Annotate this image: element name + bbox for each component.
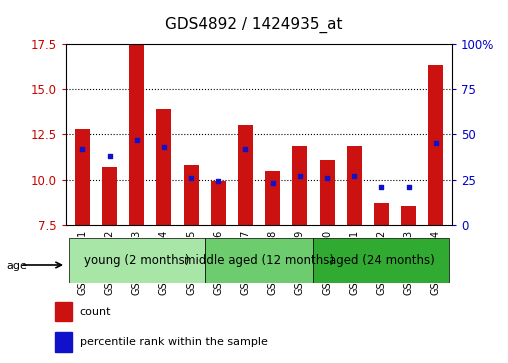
Point — [78, 146, 86, 152]
Text: middle aged (12 months): middle aged (12 months) — [184, 254, 334, 268]
Point — [160, 144, 168, 150]
Point — [133, 137, 141, 143]
Text: young (2 months): young (2 months) — [84, 254, 189, 268]
Point — [323, 175, 331, 181]
Bar — [55, 302, 72, 322]
Bar — [320, 160, 335, 225]
Bar — [102, 167, 117, 225]
Bar — [205, 238, 313, 283]
Point — [296, 173, 304, 179]
Point — [214, 179, 223, 184]
Bar — [183, 165, 199, 225]
Bar — [293, 146, 307, 225]
Bar — [211, 180, 226, 225]
Bar — [156, 109, 171, 225]
Point — [187, 175, 195, 181]
Bar — [401, 206, 416, 225]
Text: aged (24 months): aged (24 months) — [329, 254, 434, 268]
Point — [350, 173, 358, 179]
Point — [106, 153, 114, 159]
Bar — [238, 125, 253, 225]
Bar — [129, 44, 144, 225]
Point — [377, 184, 386, 190]
Bar — [55, 332, 72, 351]
Text: percentile rank within the sample: percentile rank within the sample — [80, 337, 268, 347]
Bar — [265, 171, 280, 225]
Bar — [428, 65, 443, 225]
Bar — [374, 203, 389, 225]
Text: count: count — [80, 307, 111, 317]
Text: GDS4892 / 1424935_at: GDS4892 / 1424935_at — [165, 16, 343, 33]
Bar — [313, 238, 450, 283]
Point — [241, 146, 249, 152]
Point — [404, 184, 412, 190]
Bar — [347, 146, 362, 225]
Point — [269, 180, 277, 186]
Bar — [75, 129, 90, 225]
Point — [432, 140, 440, 146]
Bar — [69, 238, 205, 283]
Text: age: age — [7, 261, 27, 271]
